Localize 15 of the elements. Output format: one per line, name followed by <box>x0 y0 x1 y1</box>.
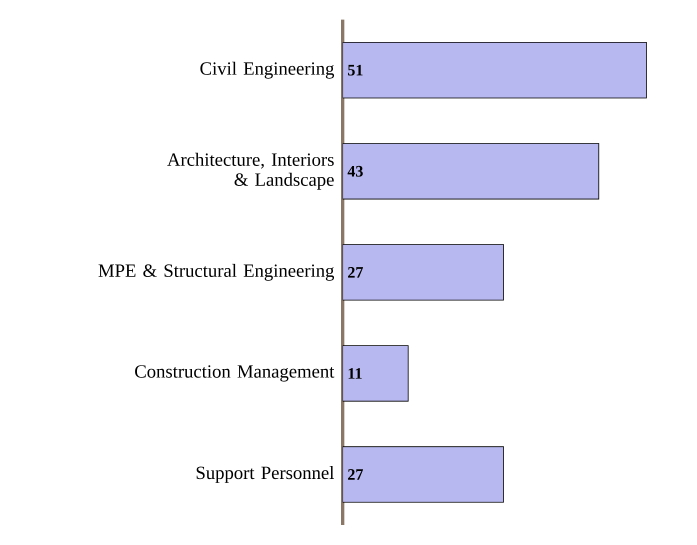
data-label: 27 <box>348 267 363 278</box>
data-label: 51 <box>348 64 363 76</box>
bar <box>342 446 504 503</box>
y-tick-label: Construction Management <box>135 365 334 382</box>
y-tick-label: Architecture, Interiors & Landscape <box>167 152 334 190</box>
y-tick-label: MPE & Structural Engineering <box>98 264 334 281</box>
y-tick-label: Support Personnel <box>196 466 334 483</box>
bar <box>342 244 504 301</box>
data-label: 43 <box>348 166 363 177</box>
bar <box>342 42 647 98</box>
bar <box>342 143 600 200</box>
bar <box>342 345 409 402</box>
y-tick-label: Civil Engineering <box>200 62 334 79</box>
data-label: 11 <box>348 368 362 379</box>
data-label: 27 <box>348 469 363 480</box>
